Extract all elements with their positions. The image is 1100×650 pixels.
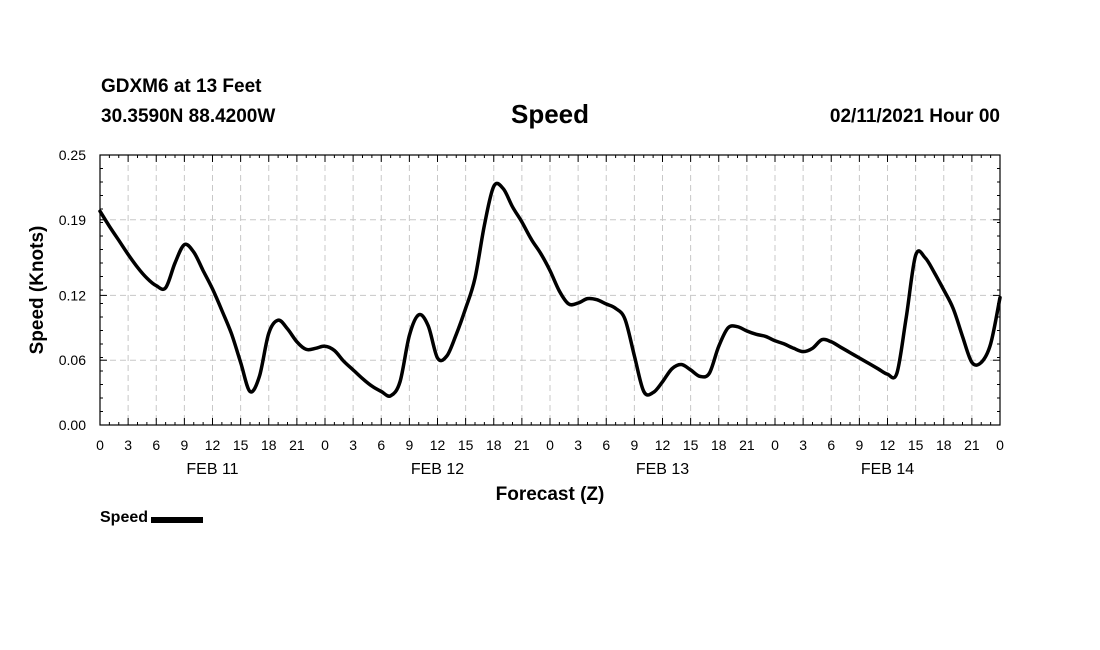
x-tick-label: 9 [180,437,188,453]
x-tick-label: 9 [405,437,413,453]
x-tick-label: 18 [936,437,952,453]
day-label: FEB 11 [186,461,238,478]
y-tick-label: 0.12 [59,287,86,303]
y-axis-label: Speed (Knots) [27,226,48,355]
day-labels: FEB 11 FEB 12 FEB 13 FEB 14 [186,461,914,478]
station-title: GDXM6 at 13 Feet [101,76,262,97]
legend-label: Speed [100,509,149,526]
x-tick-label: 6 [377,437,385,453]
series-layer [98,181,1002,398]
x-tick-label: 0 [546,437,554,453]
legend-line-swatch [151,516,204,523]
x-axis-label: Forecast (Z) [496,484,605,505]
x-tick-label: 21 [289,437,305,453]
plot-frame [99,154,1001,426]
x-tick-label: 12 [205,437,221,453]
station-coordinates: 30.3590N 88.4200W [101,106,276,127]
x-tick-label: 3 [349,437,357,453]
x-tick-label: 6 [152,437,160,453]
x-tick-label: 12 [880,437,896,453]
x-tick-label: 0 [321,437,329,453]
y-tick-label: 0.00 [59,417,86,433]
day-label: FEB 14 [861,461,914,478]
day-label: FEB 13 [636,461,689,478]
x-tick-label: 21 [964,437,980,453]
chart-grid [100,155,1000,425]
day-label: FEB 12 [411,461,464,478]
x-tick-label: 21 [514,437,530,453]
x-tick-label: 0 [96,437,104,453]
x-tick-label: 6 [827,437,835,453]
x-tick-label: 12 [655,437,671,453]
x-tick-label: 9 [630,437,638,453]
x-axis-ticks: 0 3 6 9 12 15 18 21 0 3 6 9 12 15 18 21 0 3 6 9 12 15 18 21 0 3 6 9… [96,155,1004,453]
x-tick-label: 3 [799,437,807,453]
x-tick-label: 15 [683,437,699,453]
x-tick-label: 3 [124,437,132,453]
y-tick-label: 0.25 [59,147,86,163]
y-tick-label: 0.19 [59,212,86,228]
x-tick-label: 3 [574,437,582,453]
chart-title: Speed [510,99,590,129]
x-tick-label: 15 [908,437,924,453]
x-tick-label: 21 [739,437,755,453]
x-tick-label: 18 [261,437,277,453]
x-tick-label: 15 [458,437,474,453]
y-axis-ticks: 0.00 0.06 0.12 0.19 0.25 [59,147,1000,433]
x-tick-label: 9 [855,437,863,453]
x-tick-label: 0 [771,437,779,453]
x-tick-label: 15 [233,437,249,453]
x-tick-label: 6 [602,437,610,453]
speed-series-line [98,181,1002,398]
legend: Speed [100,509,204,527]
x-tick-label: 18 [486,437,502,453]
x-tick-label: 18 [711,437,727,453]
y-tick-label: 0.06 [59,352,86,368]
forecast-datetime: 02/11/2021 Hour 00 [829,106,1000,127]
x-tick-label: 0 [996,437,1004,453]
x-tick-label: 12 [430,437,446,453]
